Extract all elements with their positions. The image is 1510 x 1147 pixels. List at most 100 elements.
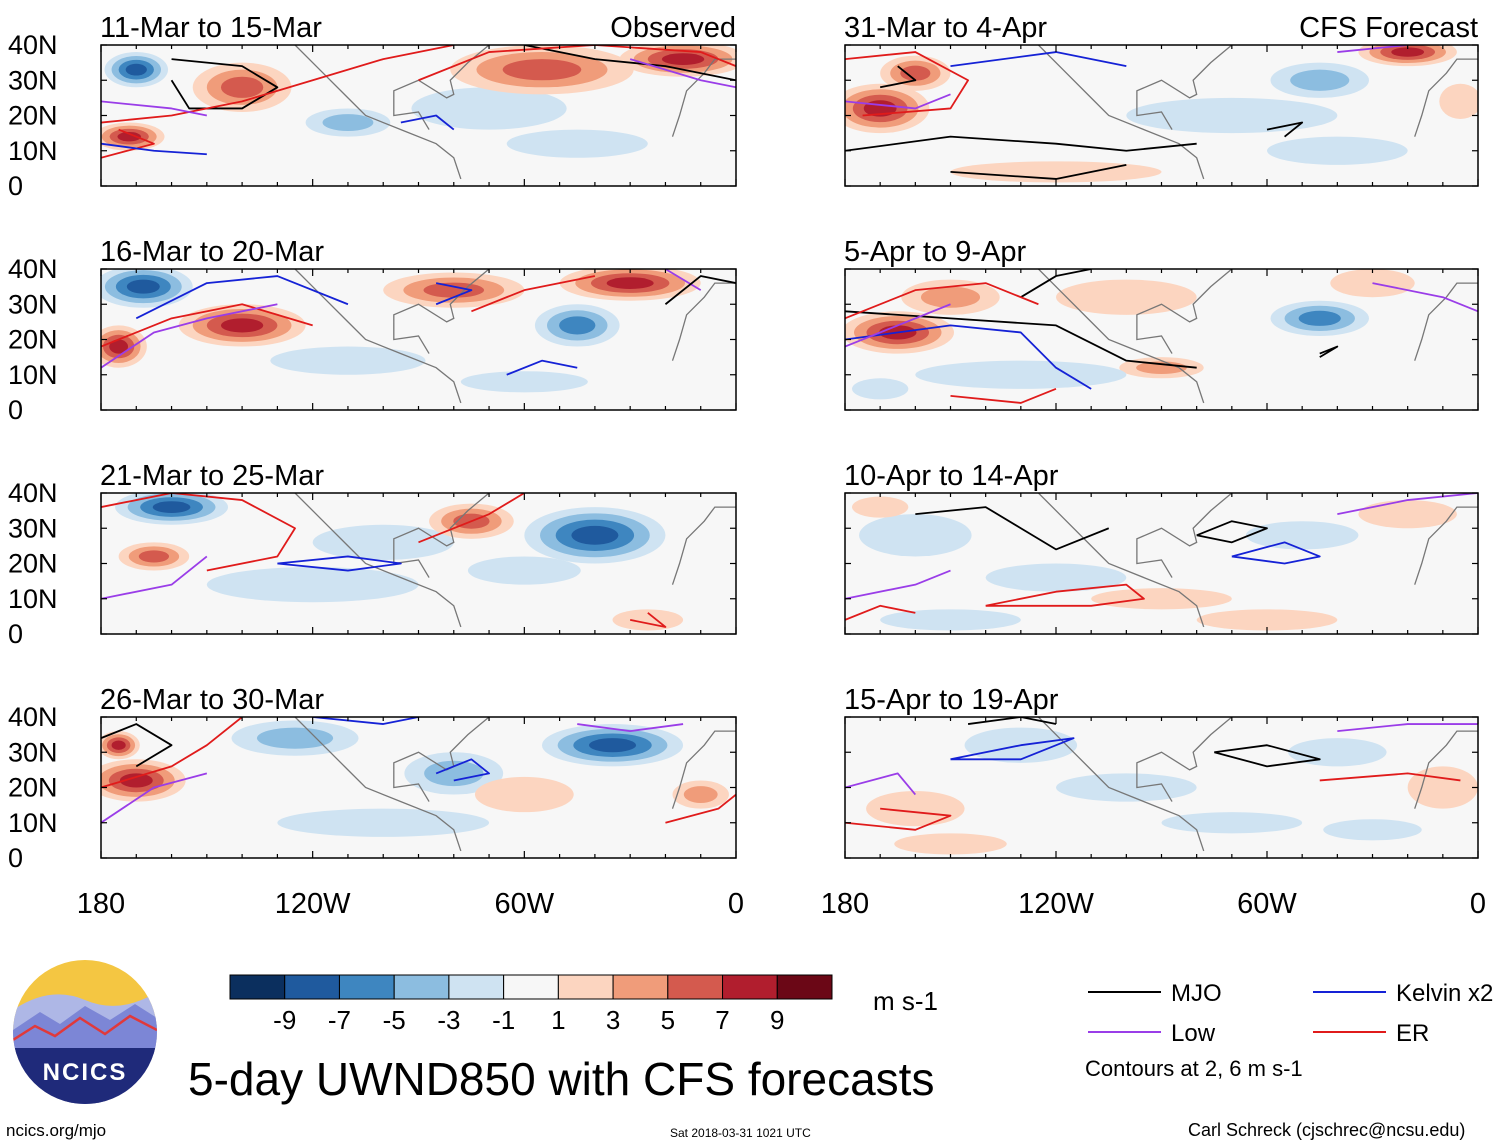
- colorbar-tick-label: 3: [606, 1005, 620, 1035]
- contour-er: [471, 275, 596, 313]
- anomaly-shade: [1290, 69, 1350, 91]
- anomaly-shade: [1245, 521, 1359, 550]
- anomaly-shade: [852, 496, 909, 518]
- anomaly-shade: [220, 76, 264, 98]
- x-tick-label: 120W: [275, 888, 351, 920]
- footer-url[interactable]: ncics.org/mjo: [6, 1121, 107, 1140]
- anomaly-shade: [915, 360, 1127, 389]
- contour-mjo: [1266, 121, 1304, 138]
- x-tick-label: 180: [821, 888, 869, 920]
- anomaly-shade: [1358, 500, 1457, 529]
- contour-er: [418, 45, 736, 82]
- legend-label: ER: [1396, 1020, 1429, 1047]
- coastline: [294, 269, 462, 404]
- y-tick-label: 0: [8, 619, 23, 649]
- anomaly-shade: [1056, 773, 1197, 802]
- anomaly-shade: [206, 567, 419, 603]
- ncics-logo: NCICS: [13, 960, 157, 1104]
- panel-title: 21-Mar to 25-Mar: [100, 460, 324, 492]
- anomaly-shade: [506, 129, 648, 158]
- contour-mjo: [967, 717, 1057, 725]
- colorbar-swatch: [503, 974, 559, 1000]
- y-tick-label: 30N: [8, 65, 58, 95]
- coastline: [1037, 717, 1205, 852]
- y-tick-label: 30N: [8, 737, 58, 767]
- anomaly-shade: [423, 282, 485, 298]
- contour-mjo: [664, 275, 736, 305]
- column-label: CFS Forecast: [1299, 12, 1478, 44]
- anomaly-shade: [900, 65, 931, 81]
- contour-low: [101, 303, 278, 369]
- contour-er: [418, 493, 525, 544]
- panel-title: 16-Mar to 20-Mar: [100, 236, 324, 268]
- contour-low: [629, 58, 736, 89]
- anomaly-shade: [411, 87, 567, 130]
- panel-0: 40N 30N 20N 10N 0 11-Mar to 15-Mar Observed: [8, 12, 737, 201]
- anomaly-shade: [1091, 588, 1232, 610]
- contour-er: [845, 807, 952, 831]
- contour-mjo: [524, 45, 736, 82]
- contour-kelvin: [950, 737, 1075, 761]
- contour-mjo: [1319, 345, 1339, 358]
- anomaly-shade: [467, 556, 581, 585]
- footer-timestamp: Sat 2018-03-31 1021 UTC: [670, 1126, 811, 1140]
- coastline: [1414, 282, 1478, 361]
- colorbar-tick-label: -1: [492, 1005, 515, 1035]
- anomaly-shade: [322, 114, 374, 132]
- anomaly-shade: [985, 563, 1127, 592]
- contour-low: [845, 569, 951, 600]
- contour-mjo: [101, 723, 173, 768]
- contour-low: [101, 772, 208, 824]
- anomaly-shade: [256, 727, 334, 749]
- contour-low: [845, 93, 951, 110]
- contour-er: [845, 282, 1039, 320]
- anomaly-shade: [1298, 310, 1341, 326]
- anomaly-shade: [277, 808, 490, 837]
- legend-label: Low: [1171, 1020, 1216, 1047]
- colorbar-tick-label: 1: [551, 1005, 565, 1035]
- contour-kelvin: [950, 51, 1127, 68]
- anomaly-shade: [1056, 279, 1197, 315]
- colorbar-tick-label: -7: [328, 1005, 351, 1035]
- coastline: [1414, 506, 1478, 585]
- x-tick-label: 0: [728, 888, 744, 920]
- coastline: [671, 506, 736, 585]
- x-tick-label: 60W: [1237, 888, 1297, 920]
- colorbar-swatch: [722, 974, 778, 1000]
- colorbar-tick-label: 5: [661, 1005, 675, 1035]
- coastline: [393, 45, 490, 130]
- y-tick-label: 40N: [8, 30, 58, 60]
- colorbar-swatch: [448, 974, 505, 1000]
- anomaly-shade: [126, 279, 160, 294]
- anomaly-shade: [1161, 812, 1303, 834]
- contour-mjo: [1196, 520, 1268, 544]
- y-tick-label: 10N: [8, 584, 58, 614]
- anomaly-shade: [852, 378, 909, 400]
- contour-low: [577, 723, 684, 732]
- panel-title: 5-Apr to 9-Apr: [844, 236, 1026, 268]
- contour-kelvin: [435, 758, 490, 782]
- contour-er: [101, 717, 243, 789]
- contour-kelvin: [506, 359, 578, 376]
- anomaly-shade: [1288, 738, 1387, 767]
- contour-er: [845, 51, 969, 117]
- coastline: [671, 730, 736, 809]
- coastline: [671, 282, 736, 361]
- contour-mjo: [845, 135, 1197, 152]
- colorbar-swatch: [776, 974, 833, 1000]
- y-tick-label: 40N: [8, 702, 58, 732]
- anomaly-shade: [109, 339, 129, 354]
- panel-4: 31-Mar to 4-Apr CFS Forecast: [844, 12, 1479, 187]
- panel-7: 15-Apr to 19-Apr: [844, 684, 1479, 859]
- contour-mjo: [1020, 269, 1092, 298]
- contour-kelvin: [277, 555, 402, 572]
- colorbar-swatch: [393, 974, 450, 1000]
- anomaly-shade: [1136, 361, 1187, 375]
- anomaly-shade: [117, 131, 141, 142]
- y-tick-label: 20N: [8, 549, 58, 579]
- anomaly-shade: [920, 286, 981, 308]
- panel-title: 10-Apr to 14-Apr: [844, 460, 1059, 492]
- x-tick-label: 0: [1470, 888, 1486, 920]
